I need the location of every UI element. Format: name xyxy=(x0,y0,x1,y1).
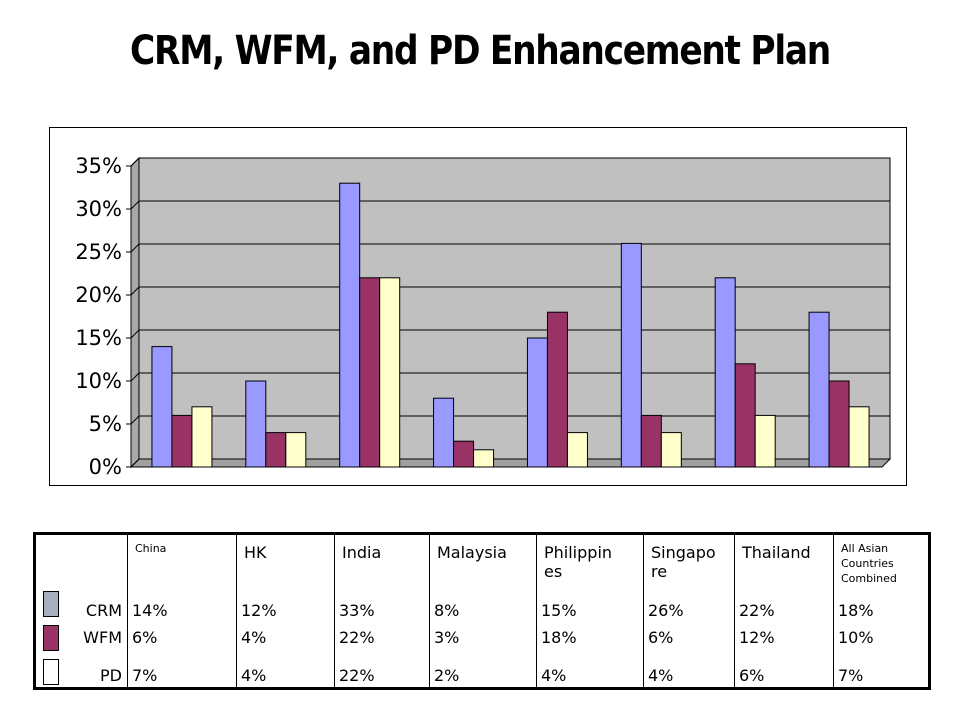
legend-swatch-crm xyxy=(43,591,59,617)
table-cell: 7% xyxy=(838,666,864,685)
table-cell: 4% xyxy=(541,666,567,685)
slide-title: CRM, WFM, and PD Enhancement Plan xyxy=(130,28,831,74)
gridline-side xyxy=(130,157,140,167)
bar-wfm-7 xyxy=(828,380,850,468)
y-tick-label: 5% xyxy=(89,412,122,436)
table-header-cell: Philippin es xyxy=(544,543,613,581)
table-cell: 15% xyxy=(541,601,577,620)
table-cell: 33% xyxy=(339,601,375,620)
table-cell: 14% xyxy=(132,601,168,620)
table-cell: 4% xyxy=(241,628,267,647)
bar-crm-0 xyxy=(151,346,173,468)
table-cell: 7% xyxy=(132,666,158,685)
bar-crm-1 xyxy=(245,380,267,468)
bar-chart: 0% 5% 10% 15% 20% 25% 30% 35% xyxy=(75,154,892,479)
y-tick-label: 20% xyxy=(75,283,122,307)
table-cell: 8% xyxy=(434,601,460,620)
table-header-cell: India xyxy=(342,543,382,562)
table-cell: 6% xyxy=(739,666,765,685)
table-col-divider xyxy=(734,535,735,687)
bar-pd-4 xyxy=(566,432,588,468)
table-cell: 4% xyxy=(648,666,674,685)
table-col-divider xyxy=(127,535,128,687)
bar-wfm-2 xyxy=(359,277,381,468)
bar-wfm-6 xyxy=(734,363,756,468)
bar-pd-1 xyxy=(285,432,307,468)
table-col-divider xyxy=(643,535,644,687)
table-col-divider xyxy=(334,535,335,687)
gridline-side xyxy=(130,200,140,210)
gridline-side xyxy=(130,243,140,253)
bar-pd-6 xyxy=(754,414,776,468)
table-cell: 6% xyxy=(132,628,158,647)
bar-wfm-1 xyxy=(265,432,287,468)
table-cell: 22% xyxy=(339,666,375,685)
legend-swatch-pd xyxy=(43,659,59,685)
table-cell: 22% xyxy=(339,628,375,647)
table-cell: 4% xyxy=(241,666,267,685)
bar-wfm-0 xyxy=(171,414,193,468)
row-label-pd: PD xyxy=(100,666,122,685)
bar-crm-6 xyxy=(714,277,736,468)
chart-frame: 0% 5% 10% 15% 20% 25% 30% 35% xyxy=(49,127,907,486)
table-header-cell: China xyxy=(135,542,167,555)
bar-crm-5 xyxy=(620,242,642,468)
table-cell: 12% xyxy=(739,628,775,647)
gridline-side xyxy=(130,286,140,296)
table-cell: 18% xyxy=(541,628,577,647)
table-cell: 10% xyxy=(838,628,874,647)
table-header-cell: All Asian Countries Combined xyxy=(841,542,897,585)
table-header-cell: Singapo re xyxy=(651,543,716,581)
y-tick-label: 30% xyxy=(75,197,122,221)
bar-crm-4 xyxy=(526,337,548,468)
table-col-divider xyxy=(536,535,537,687)
table-col-divider xyxy=(236,535,237,687)
bar-pd-3 xyxy=(473,449,495,468)
bar-pd-7 xyxy=(848,406,870,468)
y-tick-label: 0% xyxy=(89,455,122,479)
bar-pd-5 xyxy=(660,432,682,468)
bar-crm-2 xyxy=(339,182,361,468)
table-cell: 6% xyxy=(648,628,674,647)
table-col-divider xyxy=(833,535,834,687)
bar-wfm-5 xyxy=(640,414,662,468)
row-label-wfm: WFM xyxy=(83,628,122,647)
plot-floor xyxy=(129,458,892,468)
data-table: China HK India Malaysia Philippin es Singapo … xyxy=(33,532,931,690)
bar-wfm-4 xyxy=(546,311,568,468)
gridline-side xyxy=(130,458,140,468)
table-col-divider xyxy=(429,535,430,687)
table-cell: 22% xyxy=(739,601,775,620)
y-tick-label: 25% xyxy=(75,240,122,264)
bar-pd-2 xyxy=(379,277,401,468)
table-cell: 3% xyxy=(434,628,460,647)
y-tick-label: 35% xyxy=(75,154,122,178)
bar-wfm-3 xyxy=(453,440,475,468)
gridline-side xyxy=(130,329,140,339)
table-header-cell: Malaysia xyxy=(437,543,507,562)
gridline-side xyxy=(130,372,140,382)
row-label-crm: CRM xyxy=(85,601,122,620)
bar-pd-0 xyxy=(191,406,213,468)
y-tick-label: 10% xyxy=(75,369,122,393)
legend-swatch-wfm xyxy=(43,625,59,651)
table-cell: 2% xyxy=(434,666,460,685)
table-cell: 12% xyxy=(241,601,277,620)
table-header-cell: Thailand xyxy=(742,543,811,562)
bar-crm-7 xyxy=(808,311,830,468)
bar-crm-3 xyxy=(433,397,455,468)
gridline-side xyxy=(130,415,140,425)
table-cell: 26% xyxy=(648,601,684,620)
table-header-cell: HK xyxy=(244,543,267,562)
y-tick-label: 15% xyxy=(75,326,122,350)
table-cell: 18% xyxy=(838,601,874,620)
